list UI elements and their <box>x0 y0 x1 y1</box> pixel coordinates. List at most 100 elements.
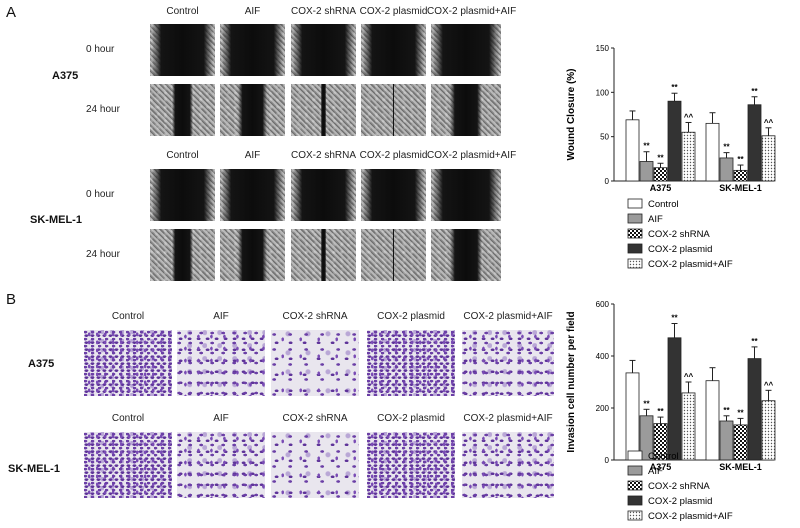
column-header: COX-2 shRNA <box>290 6 356 17</box>
time-label: 24 hour <box>86 249 120 260</box>
invasion-image <box>177 330 265 396</box>
wound-image <box>150 169 215 221</box>
wound-image <box>220 24 285 76</box>
legend-swatch <box>627 495 643 506</box>
column-header: COX-2 plasmid+AIF <box>463 413 553 424</box>
legend-label: Control <box>648 199 679 210</box>
wound-gap <box>450 229 482 281</box>
wound-gap <box>450 84 482 136</box>
bar <box>639 161 654 182</box>
legend-swatch <box>627 213 643 224</box>
cell-line-label: SK-MEL-1 <box>8 463 60 475</box>
wound-gap <box>237 229 268 281</box>
legend-swatch <box>627 450 643 461</box>
y-tick-label: 0 <box>605 177 610 186</box>
invasion-image <box>84 330 172 396</box>
wound-image <box>220 229 285 281</box>
y-axis-label: Invasion cell number per field <box>566 311 577 452</box>
invasion-image <box>367 432 455 498</box>
column-header: COX-2 shRNA <box>290 150 356 161</box>
bar <box>667 337 682 461</box>
wound-image <box>361 229 426 281</box>
column-header: COX-2 shRNA <box>282 311 348 322</box>
bar <box>705 380 720 461</box>
column-header: COX-2 plasmid+AIF <box>463 311 553 322</box>
significance-mark: ^^ <box>684 372 694 381</box>
y-tick-label: 600 <box>596 300 610 309</box>
y-tick-label: 50 <box>600 133 609 142</box>
wound-gap <box>221 24 284 76</box>
wound-image <box>150 24 215 76</box>
x-category-label: A375 <box>650 462 672 472</box>
wound-gap <box>362 24 425 76</box>
bar <box>681 131 696 182</box>
column-header: COX-2 shRNA <box>282 413 348 424</box>
legend-label: AIF <box>648 466 663 477</box>
significance-mark: ^^ <box>764 380 774 389</box>
wound-gap <box>362 169 425 221</box>
invasion-image <box>271 330 359 396</box>
significance-mark: ** <box>657 407 664 416</box>
bar <box>653 423 668 461</box>
bar <box>667 100 682 182</box>
column-header: COX-2 plasmid+AIF <box>427 6 517 17</box>
bar <box>761 400 776 461</box>
wound-image <box>291 84 356 136</box>
invasion-image <box>462 432 554 498</box>
legend-swatch <box>627 258 643 269</box>
bar <box>747 358 762 461</box>
significance-mark: ** <box>671 83 678 92</box>
time-label: 24 hour <box>86 104 120 115</box>
significance-mark: ** <box>751 87 758 96</box>
bar <box>653 167 668 182</box>
bar <box>625 119 640 182</box>
bar <box>719 420 734 461</box>
wound-gap <box>432 169 500 221</box>
column-header: AIF <box>213 413 229 424</box>
wound-gap <box>151 24 214 76</box>
wound-gap <box>320 84 327 136</box>
bar <box>733 169 748 182</box>
x-category-label: SK-MEL-1 <box>719 183 762 193</box>
wound-image <box>431 229 501 281</box>
significance-mark: ** <box>737 155 744 164</box>
wound-gap <box>172 229 193 281</box>
invasion-image <box>84 432 172 498</box>
invasion-image <box>367 330 455 396</box>
legend-swatch <box>627 198 643 209</box>
y-tick-label: 100 <box>596 88 610 97</box>
wound-image <box>291 229 356 281</box>
legend-label: COX-2 shRNA <box>648 481 710 492</box>
wound-closure-chart: Wound Closure (%) 0 50 100 150 ** ** ** ^^ A375 **… <box>566 44 776 270</box>
time-label: 0 hour <box>86 189 115 200</box>
wound-gap <box>221 169 284 221</box>
y-tick-label: 0 <box>605 456 610 465</box>
wound-image <box>361 24 426 76</box>
significance-mark: ** <box>723 406 730 415</box>
wound-gap <box>392 229 395 281</box>
wound-gap <box>320 229 327 281</box>
y-tick-label: 400 <box>596 352 610 361</box>
column-header: Control <box>166 6 199 17</box>
bar <box>705 122 720 182</box>
x-category-label: SK-MEL-1 <box>719 462 762 472</box>
significance-mark: ** <box>751 337 758 346</box>
wound-image <box>361 169 426 221</box>
wound-image <box>431 24 501 76</box>
invasion-image <box>271 432 359 498</box>
column-header: AIF <box>213 311 229 322</box>
panel-b-label: B <box>6 291 17 308</box>
legend-swatch <box>627 465 643 476</box>
cell-line-label: SK-MEL-1 <box>30 214 82 226</box>
significance-mark: ** <box>643 142 650 151</box>
invasion-image <box>462 330 554 396</box>
column-header: COX-2 plasmid <box>359 6 428 17</box>
bar <box>681 392 696 461</box>
wound-image <box>291 24 356 76</box>
legend-label: AIF <box>648 214 663 225</box>
legend-label: COX-2 plasmid <box>648 244 712 255</box>
significance-mark: ^^ <box>764 118 774 127</box>
legend-label: COX-2 shRNA <box>648 229 710 240</box>
significance-mark: ** <box>643 399 650 408</box>
legend-label: COX-2 plasmid+AIF <box>648 259 733 270</box>
